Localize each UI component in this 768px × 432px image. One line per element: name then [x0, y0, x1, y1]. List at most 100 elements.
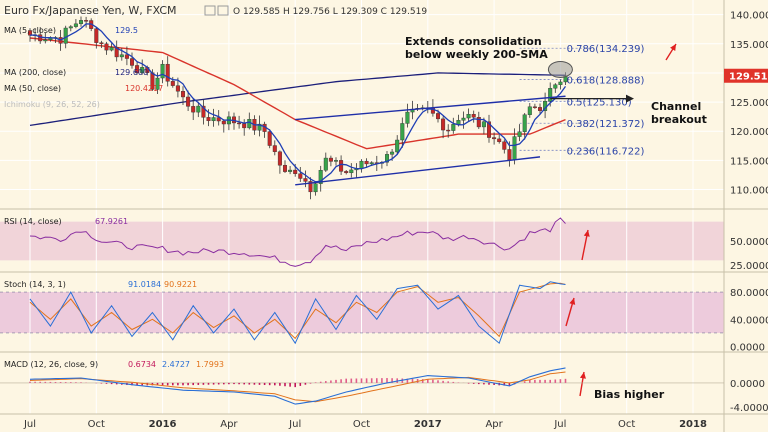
macd-signal-value: 1.7993	[196, 360, 224, 369]
candle-body	[303, 178, 308, 182]
candle-body	[497, 138, 502, 142]
candle-body	[359, 160, 364, 169]
candle-body	[507, 149, 512, 161]
candle-body	[155, 77, 160, 90]
price-tick-label: 110.000	[730, 186, 768, 197]
candle-body	[323, 157, 328, 171]
legend-ma200: MA (200, close)	[4, 68, 66, 77]
candle-body	[364, 160, 369, 165]
time-tick-label: 2017	[414, 419, 442, 430]
candle-body	[492, 137, 497, 140]
candle-body	[349, 169, 354, 174]
ma50-line	[29, 37, 566, 150]
legend-ma50: MA (50, close)	[4, 84, 61, 93]
red-arrowhead	[569, 298, 576, 305]
candle-body	[344, 171, 349, 174]
time-tick-label: 2018	[679, 419, 707, 430]
legend-ma200-value: 129.600	[115, 68, 148, 77]
gridlines	[0, 0, 724, 414]
time-tick-label: Jul	[553, 419, 566, 430]
candle-body	[63, 27, 68, 44]
macd-line	[29, 367, 566, 405]
last-price-tag	[724, 68, 768, 83]
candle-body	[298, 173, 303, 179]
candle-body	[186, 96, 191, 107]
candle-body	[405, 111, 410, 124]
candle-body	[502, 141, 507, 150]
annotation-breakout: breakout	[651, 113, 707, 126]
stoch-pane: 0.0000 40.0000 80.0000	[0, 281, 768, 354]
annotation-channel: Channel	[651, 100, 701, 113]
stoch-tick-label: 80.0000	[730, 288, 768, 299]
stoch-k-value: 91.0184	[128, 280, 161, 289]
legend-ma5: MA (5, close)	[4, 26, 56, 35]
candle-body	[532, 106, 537, 108]
candle-body	[247, 119, 252, 129]
consolidation-ellipse	[547, 60, 573, 78]
macd-signal-line	[29, 371, 566, 403]
candle-body	[124, 54, 129, 59]
fib-label: 0.618(128.888)	[567, 75, 645, 86]
fib-levels: 0.786(134.239) 0.618(128.888) 0.5(125.130)…	[519, 44, 645, 157]
fib-label: 0.5(125.130)	[567, 97, 632, 108]
candle-body	[308, 181, 313, 193]
candle-body	[288, 169, 293, 172]
macd-tick-label: -4.0000	[730, 403, 768, 414]
candle-body	[313, 183, 318, 193]
ma200-line	[29, 72, 566, 127]
candle-body	[476, 117, 481, 128]
candle-body	[119, 54, 124, 58]
candle-body	[38, 34, 43, 42]
candle-body	[471, 114, 476, 118]
channel-line	[295, 156, 541, 186]
macd-legend: MACD (12, 26, close, 9)	[4, 360, 98, 369]
stoch-legend: Stoch (14, 3, 1)	[4, 280, 66, 289]
time-tick-label: Jul	[23, 419, 36, 430]
channel-line	[295, 95, 566, 121]
price-tick-label: 125.000	[730, 98, 768, 109]
candle-body	[390, 151, 395, 155]
red-arrows	[565, 43, 677, 397]
last-price-label: 129.519	[729, 72, 768, 83]
time-tick-label: Oct	[353, 419, 370, 430]
stoch-tick-label: 0.0000	[730, 343, 765, 354]
ma-legends: MA (5, close) 129.5 MA (200, close) 129.…	[4, 26, 163, 109]
candle-body	[517, 131, 522, 137]
time-tick-label: 2016	[149, 419, 177, 430]
time-axis: Jul Oct 2016 Apr Jul Oct 2017 Apr Jul Oct 2018	[23, 419, 707, 430]
time-tick-label: Oct	[618, 419, 635, 430]
annotation-consolidation-1: Extends consolidation	[405, 35, 542, 48]
legend-ma50-value: 120.4217	[125, 84, 163, 93]
candle-body	[334, 160, 339, 162]
candle-body	[78, 20, 83, 25]
ma5-path	[29, 23, 567, 183]
ma5-line	[29, 23, 567, 183]
candle-body	[558, 81, 563, 85]
fib-label: 0.786(134.239)	[567, 44, 645, 55]
settings-icon[interactable]	[217, 5, 229, 16]
annotation-bias: Bias higher	[594, 388, 665, 401]
macd-pane: 0.0000 -4.0000	[0, 367, 768, 414]
candle-body	[487, 121, 492, 138]
candle-body	[548, 88, 553, 102]
candle-body	[277, 151, 282, 166]
fib-label: 0.236(116.722)	[567, 146, 645, 157]
red-arrowhead	[670, 44, 676, 51]
candle-body	[553, 84, 558, 89]
candle-body	[221, 120, 226, 125]
candle-body	[441, 118, 446, 131]
time-tick-label: Oct	[88, 419, 105, 430]
ma200-path	[29, 72, 566, 127]
candle-body	[400, 123, 405, 141]
candle-body	[216, 117, 221, 122]
candle-body	[461, 117, 466, 121]
rsi-value: 67.9261	[95, 217, 128, 226]
candle-body	[129, 58, 134, 66]
candle-body	[201, 105, 206, 118]
legend-ma5-value: 129.5	[115, 26, 138, 35]
eye-icon[interactable]	[204, 5, 216, 16]
candle-body	[165, 63, 170, 82]
candle-body	[385, 154, 390, 163]
candle-body	[267, 131, 272, 146]
